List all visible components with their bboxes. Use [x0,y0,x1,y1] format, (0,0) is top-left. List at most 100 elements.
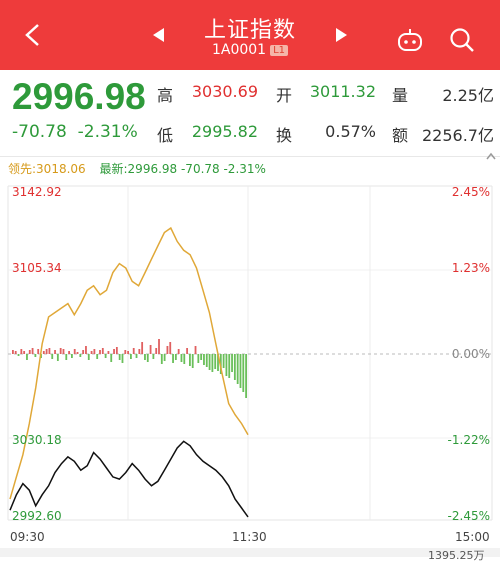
search-icon[interactable] [448,26,476,54]
volume-bar [118,354,121,360]
open-label: 开 [276,86,293,105]
volume-bar [31,348,34,354]
volume-bar [56,354,59,361]
triangle-right-icon[interactable] [336,28,347,42]
volume-bar [62,349,65,354]
y-axis-label-left: 3142.92 [12,185,62,199]
volume-bar [127,351,129,354]
volume-bar [231,354,233,372]
volume-bar [96,354,99,359]
volume-bar [245,354,247,398]
volume-bar [14,351,17,354]
volume-bar [158,339,160,354]
volume-bar [197,354,200,363]
volume-bar [115,347,118,354]
volume-bar [217,354,219,371]
change-value: -70.78 [12,122,67,142]
volume-bar [141,342,144,354]
volume-bar [222,354,225,368]
volume-bar [135,354,138,358]
volume-bar [152,354,155,359]
volume-bar [208,354,211,370]
time-label-close: 15:00 [455,530,490,544]
y-axis-label-left: 2992.60 [12,509,62,523]
volume-bar [87,354,90,360]
chart-legend: 领先:3018.06 最新:2996.98 -70.78 -2.31% [8,160,266,177]
volume-bar [169,342,172,354]
volume-bar [28,350,31,354]
volume-bar [132,348,135,354]
lead-line [9,226,249,500]
volume-bar [51,354,54,359]
time-label-midday: 11:30 [232,530,267,544]
volume-bar [37,349,40,354]
volume-scale-value: 1395.25万 [428,549,485,562]
volume-bar [149,345,152,354]
volume-bar [172,354,174,363]
open-value: 3011.32 [309,82,376,101]
volume-bar [93,349,96,354]
volume-bar [189,354,191,366]
robot-assistant-icon[interactable] [396,28,424,52]
volume-bar [177,349,180,354]
volume-value: 2.25亿 [442,86,494,105]
low-label: 低 [157,126,174,145]
y-axis-label-right: 0.00% [452,347,490,361]
volume-bar [130,354,132,359]
volume-bar [239,354,242,388]
triangle-left-icon[interactable] [153,28,164,42]
volume-bar [242,354,245,392]
volume-bar [26,354,28,360]
volume-bar [85,346,87,354]
price-change: -70.78 -2.31% [12,122,138,142]
y-axis-label-right: 2.45% [452,185,490,199]
volume-bar [214,354,217,369]
legend-lead: 领先:3018.06 [8,162,86,176]
y-axis-label-left: 3030.18 [12,433,62,447]
y-axis-label-left: 3105.34 [12,261,62,275]
legend-latest: 最新:2996.98 -70.78 -2.31% [99,162,266,176]
turnover-label: 换 [276,126,293,145]
back-arrow-icon[interactable] [20,22,46,48]
volume-bar [59,348,62,354]
volume-bar [138,349,141,354]
page-title: 上证指数 [203,18,296,43]
volume-bar [228,354,231,378]
turnover-value: 0.57% [325,122,376,141]
volume-bar [101,348,104,354]
volume-bar [76,352,79,354]
volume-bar [110,354,113,362]
volume-bar [160,354,163,364]
quote-panel: 2996.98 -70.78 -2.31% 高 3030.69 开 3011.3… [0,70,500,160]
volume-bar [20,349,23,354]
volume-strip [0,548,500,557]
volume-bar [180,354,183,362]
y-axis-label-right: 1.23% [452,261,490,275]
high-label: 高 [157,86,174,105]
volume-bar [236,354,239,384]
y-axis-label-right: -2.45% [448,509,490,523]
volume-bar [45,349,48,354]
volume-bar [79,354,82,357]
divider [0,156,500,157]
volume-bar [124,350,127,354]
volume-bar [174,354,177,360]
volume-bar [146,354,149,362]
low-value: 2995.82 [191,122,258,141]
volume-bar [107,351,110,354]
level-badge: L1 [270,45,289,56]
volume-label: 量 [392,86,409,105]
volume-bar [225,354,228,376]
volume-bar [73,349,76,354]
price-line [9,440,249,518]
volume-bar [186,348,188,354]
volume-bar [48,348,51,354]
chevron-up-icon[interactable] [486,152,496,160]
volume-bar [113,349,115,354]
volume-bar [200,354,203,360]
intraday-chart[interactable]: 3142.92 3105.34 3030.18 2992.60 2.45% 1.23% 0.… [0,180,500,548]
amount-label: 额 [392,126,409,145]
volume-bar [90,351,93,354]
current-price: 2996.98 [12,76,146,117]
change-percent: -2.31% [77,122,138,142]
